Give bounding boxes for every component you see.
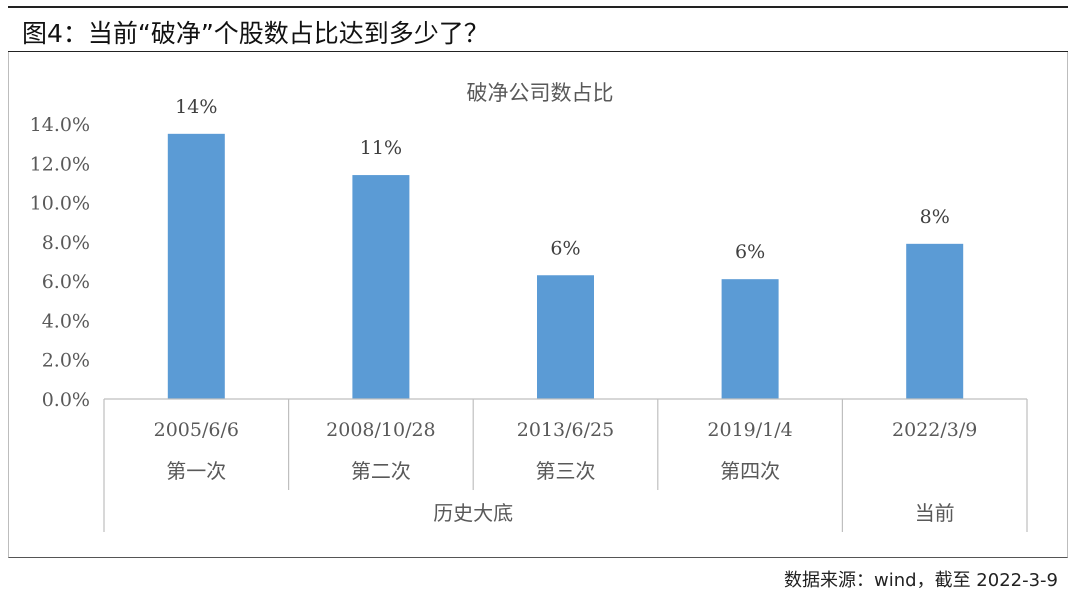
x-axis: 2005/6/6 2008/10/28 2013/6/25 2019/1/4 2022/… bbox=[103, 398, 1028, 532]
bar bbox=[906, 243, 964, 399]
bars: 14% 11% 6% 6% 8% bbox=[167, 96, 964, 400]
chart-frame bbox=[8, 52, 1068, 558]
y-tick-label: 10.0% bbox=[30, 193, 90, 215]
bar bbox=[352, 175, 410, 399]
y-axis: 0.0% 2.0% 4.0% 6.0% 8.0% 10.0% 12.0% 14.0% bbox=[30, 114, 90, 411]
y-tick-label: 12.0% bbox=[30, 153, 90, 175]
x-group-label: 历史大底 bbox=[433, 501, 513, 525]
data-label: 11% bbox=[360, 137, 402, 159]
x-tick-label: 2013/6/25 bbox=[517, 419, 614, 441]
y-tick-label: 4.0% bbox=[42, 310, 90, 332]
data-label: 6% bbox=[735, 241, 765, 263]
x-sublabel: 第三次 bbox=[536, 459, 596, 483]
figure-title: 图4：当前“破净”个股数占比达到多少了？ bbox=[22, 19, 489, 48]
x-tick-label: 2005/6/6 bbox=[154, 419, 239, 441]
y-tick-label: 8.0% bbox=[42, 232, 90, 254]
x-tick-label: 2008/10/28 bbox=[326, 419, 436, 441]
chart-title: 破净公司数占比 bbox=[467, 81, 614, 105]
bar bbox=[537, 275, 594, 399]
data-label: 14% bbox=[175, 96, 217, 118]
x-sublabel: 第二次 bbox=[351, 459, 411, 483]
x-tick-label: 2022/3/9 bbox=[892, 419, 977, 441]
bar bbox=[721, 279, 779, 399]
data-label: 8% bbox=[920, 206, 950, 228]
x-tick-label: 2019/1/4 bbox=[707, 419, 792, 441]
y-tick-label: 0.0% bbox=[42, 389, 90, 411]
x-group-label: 当前 bbox=[915, 501, 955, 525]
figure-title-bar: 图4：当前“破净”个股数占比达到多少了？ bbox=[8, 6, 1068, 52]
data-label: 6% bbox=[550, 237, 580, 259]
y-tick-label: 14.0% bbox=[30, 114, 90, 136]
y-tick-label: 2.0% bbox=[42, 350, 90, 372]
y-tick-label: 6.0% bbox=[42, 271, 90, 293]
source-note: 数据来源：wind，截至 2022-3-9 bbox=[784, 570, 1058, 591]
x-sublabel: 第一次 bbox=[166, 459, 226, 483]
bar bbox=[167, 133, 225, 400]
x-sublabel: 第四次 bbox=[720, 459, 780, 483]
